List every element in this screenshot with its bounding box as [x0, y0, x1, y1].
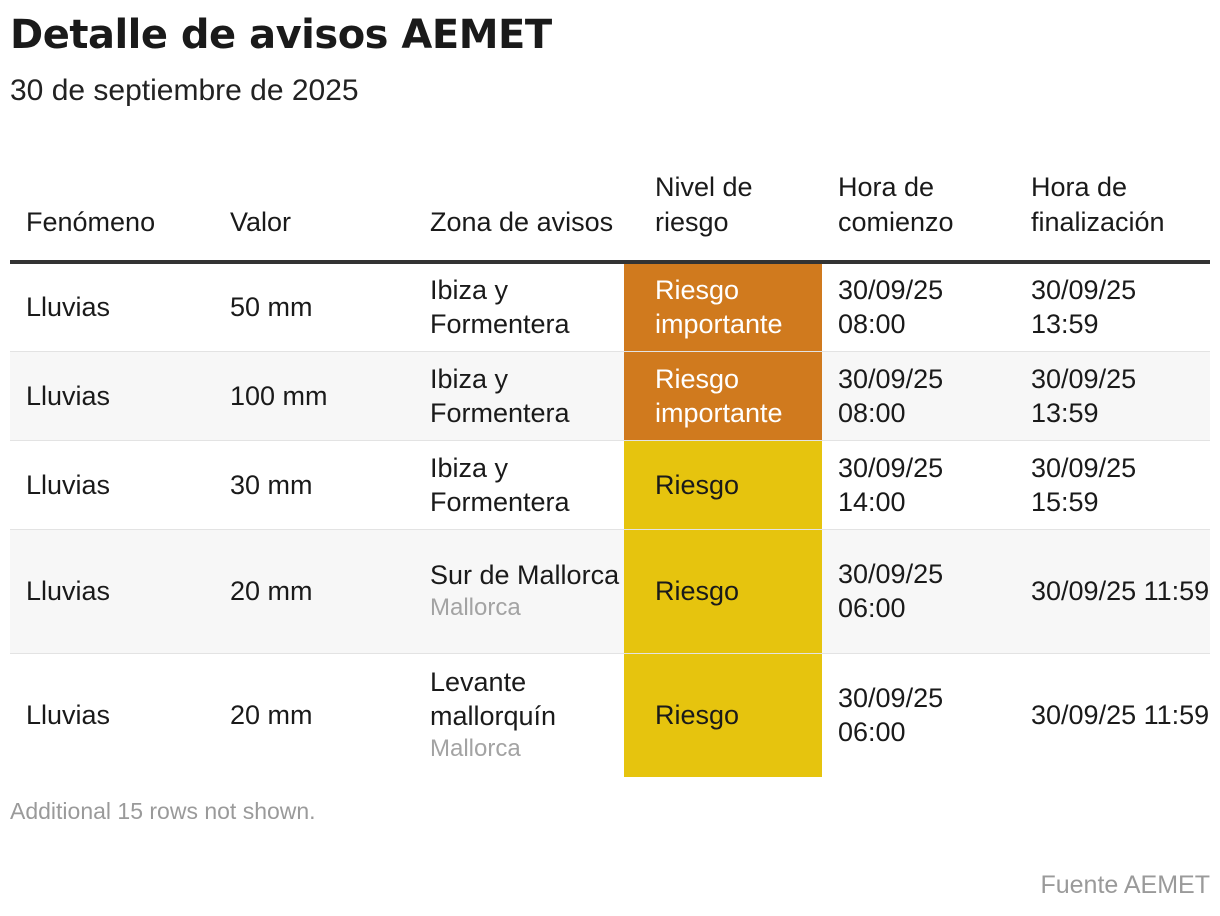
zone-name: Sur de Mallorca: [430, 560, 620, 590]
page-title: Detalle de avisos AEMET: [10, 12, 552, 58]
table-row: Lluvias 100 mm Ibiza y Formentera Riesgo im…: [10, 351, 1210, 441]
cell-zona: Sur de Mallorca Mallorca: [414, 529, 624, 654]
cell-fin: 30/09/25 13:59: [1015, 351, 1210, 441]
zone-island: Mallorca: [430, 594, 521, 621]
cell-fenomeno: Lluvias: [26, 700, 111, 731]
zone-name: Ibiza y Formentera: [430, 363, 570, 428]
cell-comienzo: 30/09/25 06:00: [822, 529, 1015, 654]
cell-zona: Levante mallorquín Mallorca: [414, 653, 624, 777]
cell-valor: 50 mm: [214, 262, 414, 352]
source-credit: Fuente AEMET: [1040, 871, 1210, 899]
warnings-table: Fenómeno Valor Zona de avisos Nivel de r…: [10, 158, 1210, 777]
cell-zona: Ibiza y Formentera: [414, 262, 624, 352]
cell-nivel-riesgo: Riesgo: [624, 440, 822, 530]
table-row: Lluvias 30 mm Ibiza y Formentera Riesgo 30/0…: [10, 440, 1210, 530]
cell-nivel-riesgo: Riesgo: [624, 653, 822, 777]
cell-fenomeno: Lluvias: [10, 440, 214, 530]
column-header-zona: Zona de avisos: [414, 158, 624, 264]
cell-nivel-riesgo: Riesgo importante: [624, 262, 822, 352]
cell-comienzo: 30/09/25 08:00: [822, 351, 1015, 441]
cell-valor: 30 mm: [214, 440, 414, 530]
table-row: Lluvias 20 mm Sur de Mallorca Mallorca Riesg…: [10, 529, 1210, 654]
cell-zona: Ibiza y Formentera: [414, 440, 624, 530]
zone-name: Ibiza y Formentera: [430, 275, 570, 340]
zone-name: Levante mallorquín: [430, 667, 557, 732]
column-header-fin: Hora de finalización: [1015, 158, 1210, 264]
cell-valor: 100 mm: [214, 351, 414, 441]
column-header-valor: Valor: [214, 158, 414, 264]
zone-name: Ibiza y Formentera: [430, 452, 570, 517]
cell-nivel-riesgo: Riesgo importante: [624, 351, 822, 441]
column-header-nivel: Nivel de riesgo: [624, 158, 822, 264]
cell-comienzo: 30/09/25 14:00: [822, 440, 1015, 530]
column-header-comienzo: Hora de comienzo: [822, 158, 1015, 264]
cell-fin: 30/09/25 11:59: [1031, 700, 1210, 731]
cell-zona: Ibiza y Formentera: [414, 351, 624, 441]
cell-valor: 20 mm: [230, 700, 313, 731]
cell-fenomeno: Lluvias: [10, 351, 214, 441]
footnote: Additional 15 rows not shown.: [10, 798, 316, 824]
table-row: Lluvias 50 mm Ibiza y Formentera Riesgo imp…: [10, 262, 1210, 352]
zone-island: Mallorca: [430, 735, 521, 763]
cell-fenomeno: Lluvias: [10, 262, 214, 352]
cell-comienzo: 30/09/25 06:00: [838, 683, 944, 748]
table-row: Lluvias 20 mm Levante mallorquín Mallorca Ri…: [10, 653, 1210, 777]
column-header-fenomeno: Fenómeno: [10, 158, 214, 264]
cell-nivel-riesgo: Riesgo: [624, 529, 822, 654]
table-header-row: Fenómeno Valor Zona de avisos Nivel de r…: [10, 158, 1210, 264]
cell-fin: 30/09/25 11:59: [1015, 529, 1210, 654]
cell-fin: 30/09/25 13:59: [1015, 262, 1210, 352]
cell-valor: 20 mm: [214, 529, 414, 654]
cell-comienzo: 30/09/25 08:00: [822, 262, 1015, 352]
table-body: Lluvias 50 mm Ibiza y Formentera Riesgo imp…: [10, 262, 1210, 777]
page-subtitle: 30 de septiembre de 2025: [10, 74, 359, 107]
cell-fin: 30/09/25 15:59: [1015, 440, 1210, 530]
cell-fenomeno: Lluvias: [10, 529, 214, 654]
